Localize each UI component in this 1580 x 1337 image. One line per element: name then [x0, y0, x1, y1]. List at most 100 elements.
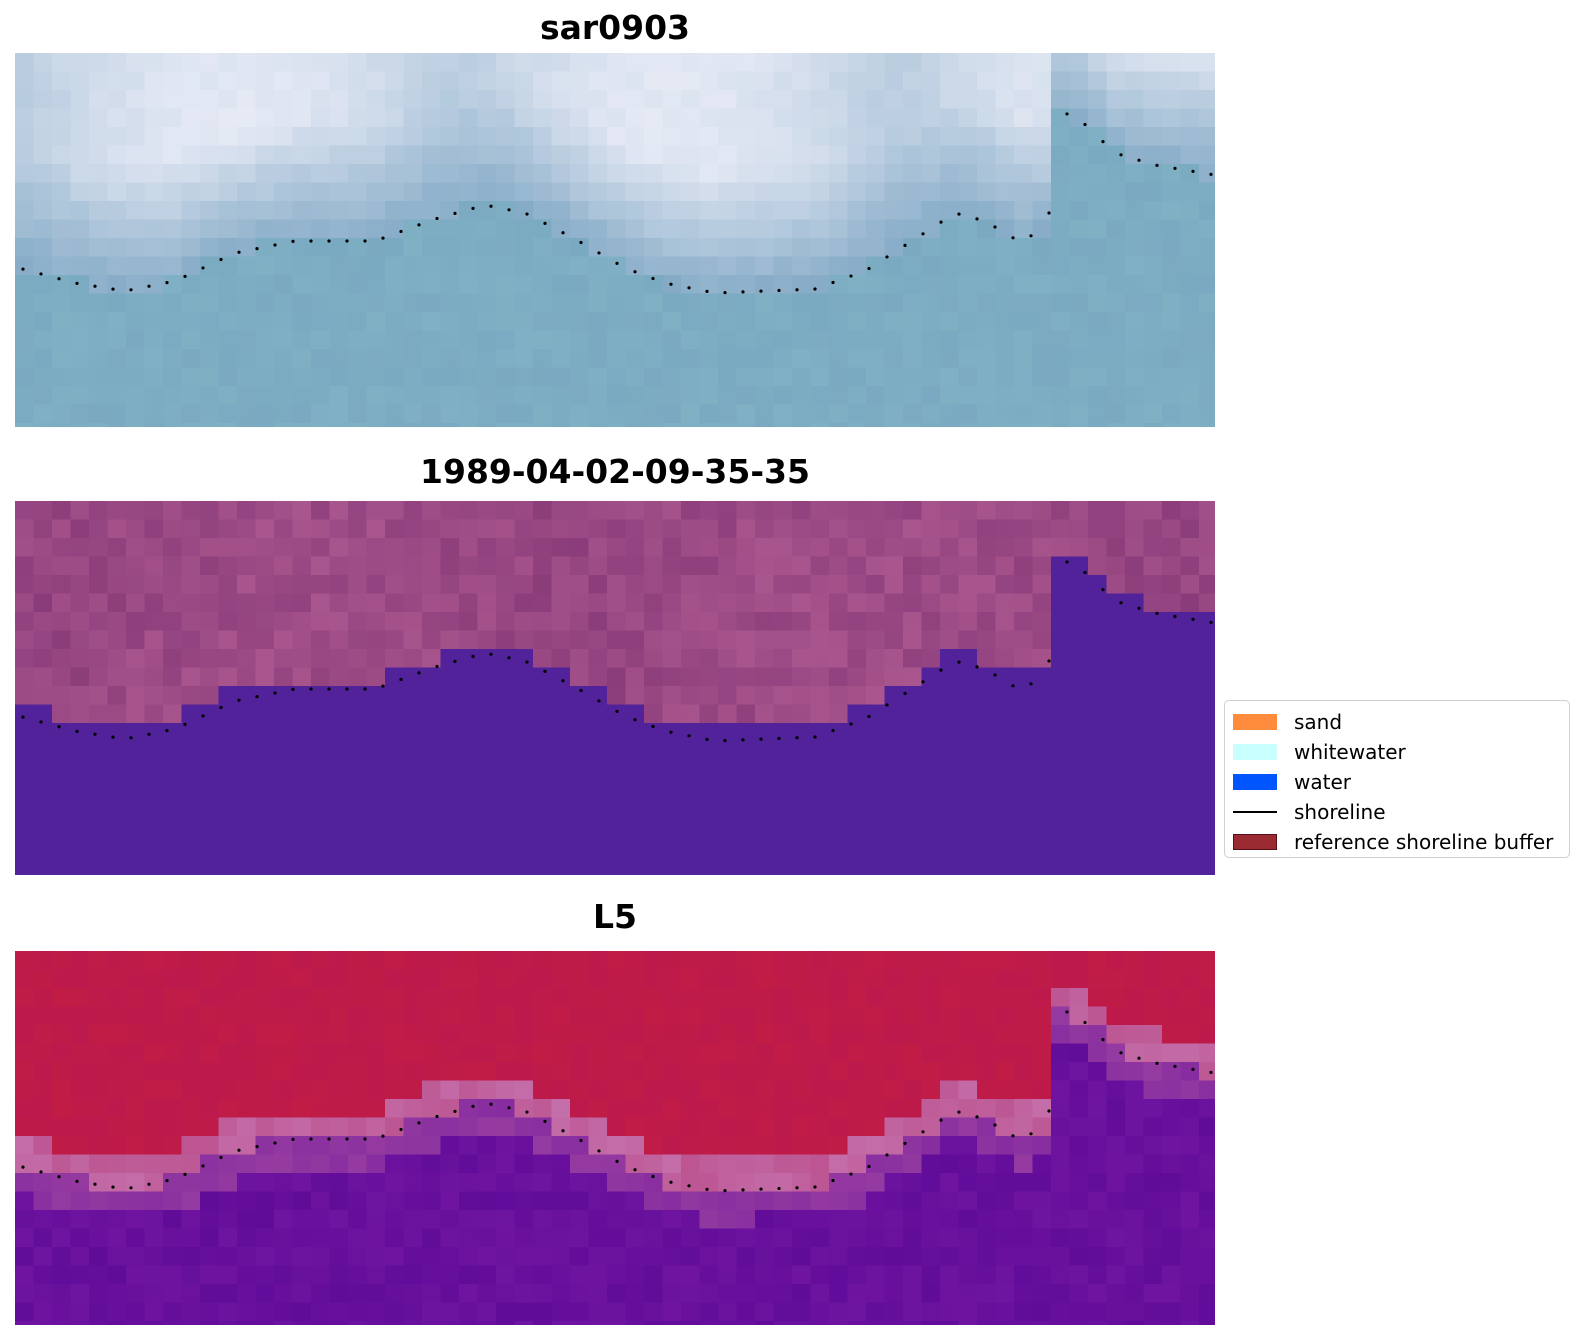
shoreline-dot — [417, 223, 421, 227]
image-pixel — [126, 1191, 146, 1211]
image-pixel — [163, 612, 183, 632]
image-pixel — [348, 686, 368, 706]
image-pixel — [144, 71, 164, 91]
image-pixel — [1162, 1025, 1182, 1045]
image-pixel — [440, 1247, 460, 1267]
image-pixel — [681, 1302, 701, 1322]
image-pixel — [1051, 969, 1071, 989]
image-pixel — [681, 575, 701, 595]
image-pixel — [1125, 293, 1145, 313]
image-pixel — [773, 686, 793, 706]
image-pixel — [977, 741, 997, 761]
image-pixel — [847, 852, 867, 872]
image-pixel — [144, 90, 164, 110]
image-pixel — [366, 53, 386, 73]
image-pixel — [1051, 649, 1071, 669]
image-pixel — [218, 667, 238, 687]
image-pixel — [1106, 1284, 1126, 1304]
image-pixel — [847, 501, 867, 521]
image-pixel — [274, 312, 294, 332]
image-pixel — [440, 1136, 460, 1156]
image-pixel — [292, 686, 312, 706]
image-pixel — [311, 367, 331, 387]
image-pixel — [958, 1191, 978, 1211]
image-pixel — [89, 201, 109, 221]
image-pixel — [662, 1191, 682, 1211]
image-pixel — [292, 575, 312, 595]
image-pixel — [1125, 238, 1145, 258]
image-pixel — [348, 871, 368, 875]
image-pixel — [218, 778, 238, 798]
image-pixel — [1088, 404, 1108, 424]
image-pixel — [366, 538, 386, 558]
image-pixel — [736, 1117, 756, 1137]
image-pixel — [921, 1080, 941, 1100]
image-pixel — [218, 988, 238, 1008]
image-pixel — [403, 501, 423, 521]
image-pixel — [792, 404, 812, 424]
shoreline-dot — [291, 1137, 295, 1141]
image-pixel — [1032, 1210, 1052, 1230]
image-pixel — [70, 1321, 90, 1325]
image-pixel — [181, 760, 201, 780]
image-pixel — [329, 988, 349, 1008]
image-pixel — [144, 145, 164, 165]
image-pixel — [773, 330, 793, 350]
image-pixel — [15, 1228, 35, 1248]
image-pixel — [958, 219, 978, 239]
image-pixel — [977, 871, 997, 875]
image-pixel — [847, 256, 867, 276]
image-pixel — [1125, 501, 1145, 521]
image-pixel — [1088, 1321, 1108, 1325]
image-pixel — [570, 593, 590, 613]
image-pixel — [107, 1099, 127, 1119]
image-pixel — [200, 815, 220, 835]
image-pixel — [829, 834, 849, 854]
image-pixel — [274, 1210, 294, 1230]
shoreline-dot — [687, 1184, 691, 1188]
image-pixel — [884, 71, 904, 91]
image-pixel — [366, 71, 386, 91]
image-pixel — [15, 667, 35, 687]
image-pixel — [33, 630, 53, 650]
image-pixel — [403, 1228, 423, 1248]
image-pixel — [773, 519, 793, 539]
image-pixel — [958, 238, 978, 258]
image-pixel — [1032, 575, 1052, 595]
image-pixel — [329, 760, 349, 780]
image-pixel — [570, 760, 590, 780]
image-pixel — [292, 1025, 312, 1045]
image-pixel — [440, 649, 460, 669]
image-pixel — [1180, 815, 1200, 835]
image-pixel — [1125, 741, 1145, 761]
image-pixel — [1032, 1191, 1052, 1211]
shoreline-dot — [543, 221, 547, 225]
shoreline-dot — [93, 284, 97, 288]
image-pixel — [1014, 53, 1034, 73]
image-pixel — [921, 386, 941, 406]
image-pixel — [884, 90, 904, 110]
shoreline-dot — [651, 724, 655, 729]
image-pixel — [459, 349, 479, 369]
image-pixel — [755, 1228, 775, 1248]
image-pixel — [570, 275, 590, 295]
image-pixel — [866, 127, 886, 147]
image-pixel — [570, 386, 590, 406]
image-pixel — [699, 704, 719, 724]
image-pixel — [903, 686, 923, 706]
image-pixel — [163, 1302, 183, 1322]
image-pixel — [940, 575, 960, 595]
image-pixel — [958, 1154, 978, 1174]
image-pixel — [15, 219, 35, 239]
image-pixel — [311, 1025, 331, 1045]
image-pixel — [866, 575, 886, 595]
image-pixel — [144, 1228, 164, 1248]
image-pixel — [1162, 538, 1182, 558]
image-pixel — [1143, 386, 1163, 406]
image-pixel — [329, 778, 349, 798]
shoreline-dot — [21, 1165, 25, 1169]
image-pixel — [884, 593, 904, 613]
image-pixel — [810, 275, 830, 295]
image-pixel — [699, 1302, 719, 1322]
image-pixel — [940, 760, 960, 780]
